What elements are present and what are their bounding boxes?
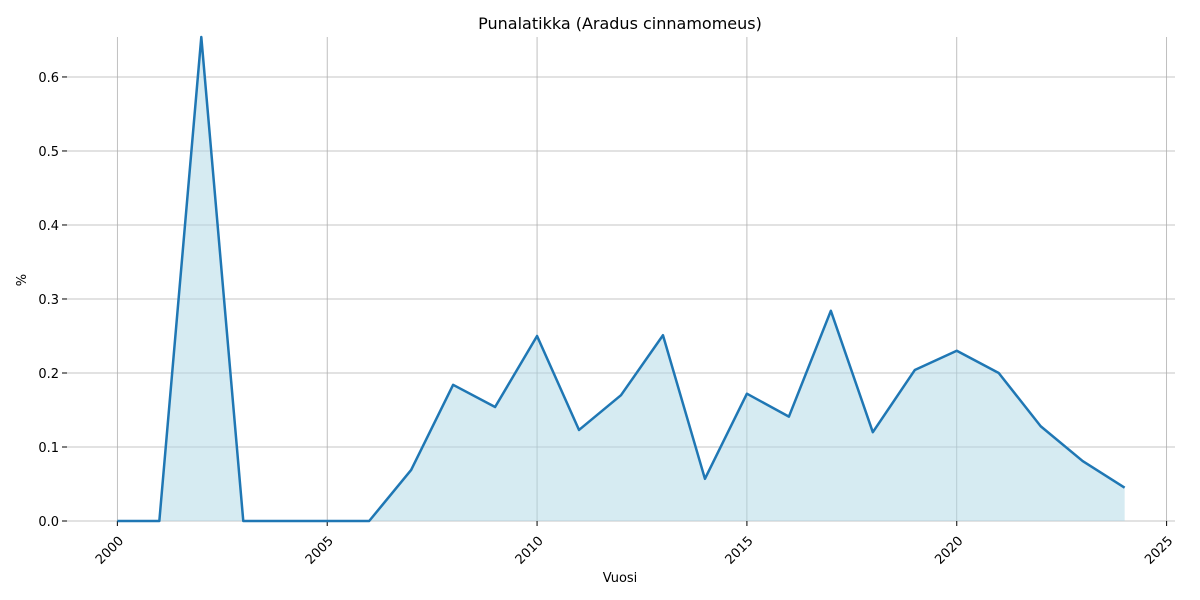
x-tick-label: 2015 — [723, 534, 757, 568]
y-axis-label: % — [15, 274, 30, 286]
y-tick-label: 0.3 — [38, 293, 59, 308]
y-tick-label: 0.2 — [38, 367, 59, 382]
x-tick-label: 2020 — [932, 534, 966, 568]
y-tick-label: 0.5 — [38, 145, 59, 160]
y-tick-label: 0.0 — [38, 515, 59, 530]
x-tick-label: 2005 — [303, 534, 337, 568]
x-tick-label: 2000 — [93, 534, 127, 568]
x-tick-label: 2025 — [1142, 534, 1176, 568]
x-tick-label: 2010 — [513, 534, 547, 568]
y-tick-label: 0.4 — [38, 219, 59, 234]
x-axis-label: Vuosi — [603, 571, 638, 586]
y-tick-label: 0.1 — [38, 441, 59, 456]
chart-title: Punalatikka (Aradus cinnamomeus) — [478, 14, 762, 33]
area — [117, 37, 1125, 521]
y-tick-label: 0.6 — [38, 71, 59, 86]
line — [117, 35, 1126, 523]
